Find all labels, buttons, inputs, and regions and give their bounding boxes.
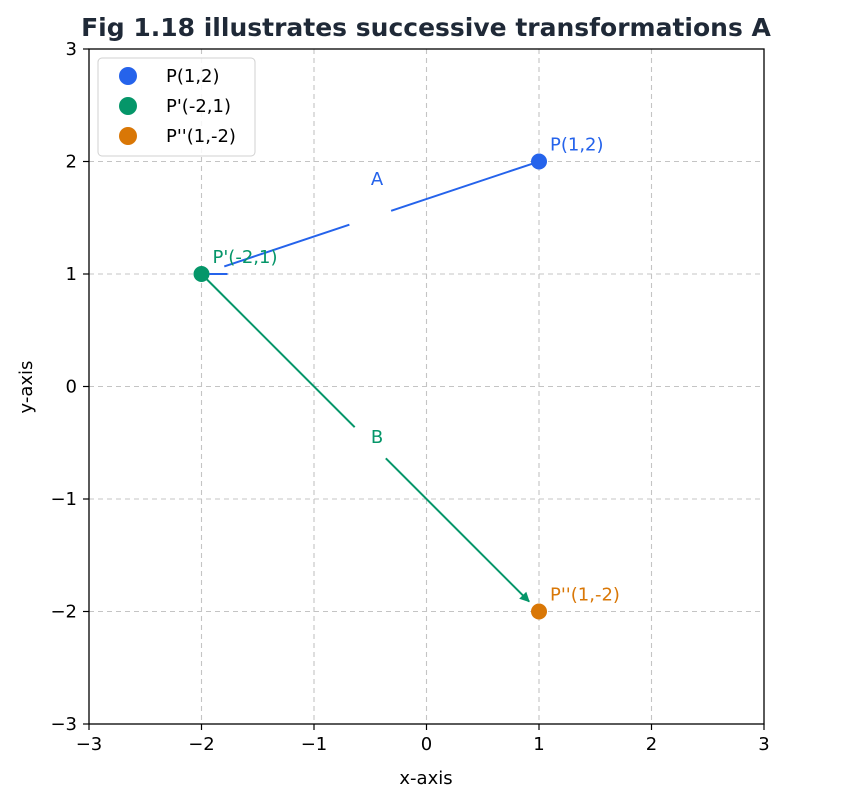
x-tick-label: −3: [76, 734, 103, 755]
ticks: −3 −2 −1 0 1 2 3 −3 −2 −1 0 1 2 3: [50, 39, 769, 755]
arrow-label-a: A: [371, 169, 384, 190]
point-label: P'(-2,1): [213, 247, 278, 268]
y-tick-label: −1: [50, 489, 77, 510]
arrow-label-b: B: [371, 427, 383, 448]
legend: P(1,2) P'(-2,1) P''(1,-2): [97, 57, 256, 157]
chart-title: Fig 1.18 illustrates successive transfor…: [81, 13, 771, 42]
x-tick-label: 3: [758, 734, 769, 755]
point-label: P''(1,-2): [550, 585, 620, 606]
legend-label: P(1,2): [166, 66, 220, 87]
x-tick-label: 2: [646, 734, 657, 755]
data-point: [531, 603, 547, 620]
y-tick-label: −2: [50, 602, 77, 623]
legend-label: P'(-2,1): [166, 96, 231, 117]
legend-marker: [119, 97, 137, 115]
y-tick-label: −3: [50, 714, 77, 735]
x-tick-label: −2: [188, 734, 215, 755]
arrows: AB: [205, 162, 534, 603]
legend-marker: [119, 67, 137, 85]
y-tick-label: 2: [66, 152, 77, 173]
y-tick-label: 3: [66, 39, 77, 60]
transformation-arrow-a-segment: [390, 162, 534, 212]
data-point: [193, 266, 210, 282]
transformation-arrow-b-segment: [385, 457, 530, 603]
x-tick-label: 1: [533, 734, 544, 755]
transformation-arrow-b-segment: [205, 277, 356, 428]
y-tick-label: 1: [66, 264, 77, 285]
legend-label: P''(1,-2): [166, 126, 236, 147]
x-tick-label: −1: [301, 734, 328, 755]
y-axis-label: y-axis: [16, 361, 37, 414]
data-point: [531, 153, 547, 170]
point-label: P(1,2): [550, 135, 604, 156]
y-tick-label: 0: [66, 377, 77, 398]
points: P(1,2) P'(-2,1) P''(1,-2): [193, 135, 620, 620]
transformation-arrow-a-segment: [223, 223, 350, 268]
legend-marker: [119, 127, 137, 145]
x-axis-label: x-axis: [399, 768, 452, 789]
x-tick-label: 0: [421, 734, 432, 755]
legend-box: [97, 57, 256, 157]
